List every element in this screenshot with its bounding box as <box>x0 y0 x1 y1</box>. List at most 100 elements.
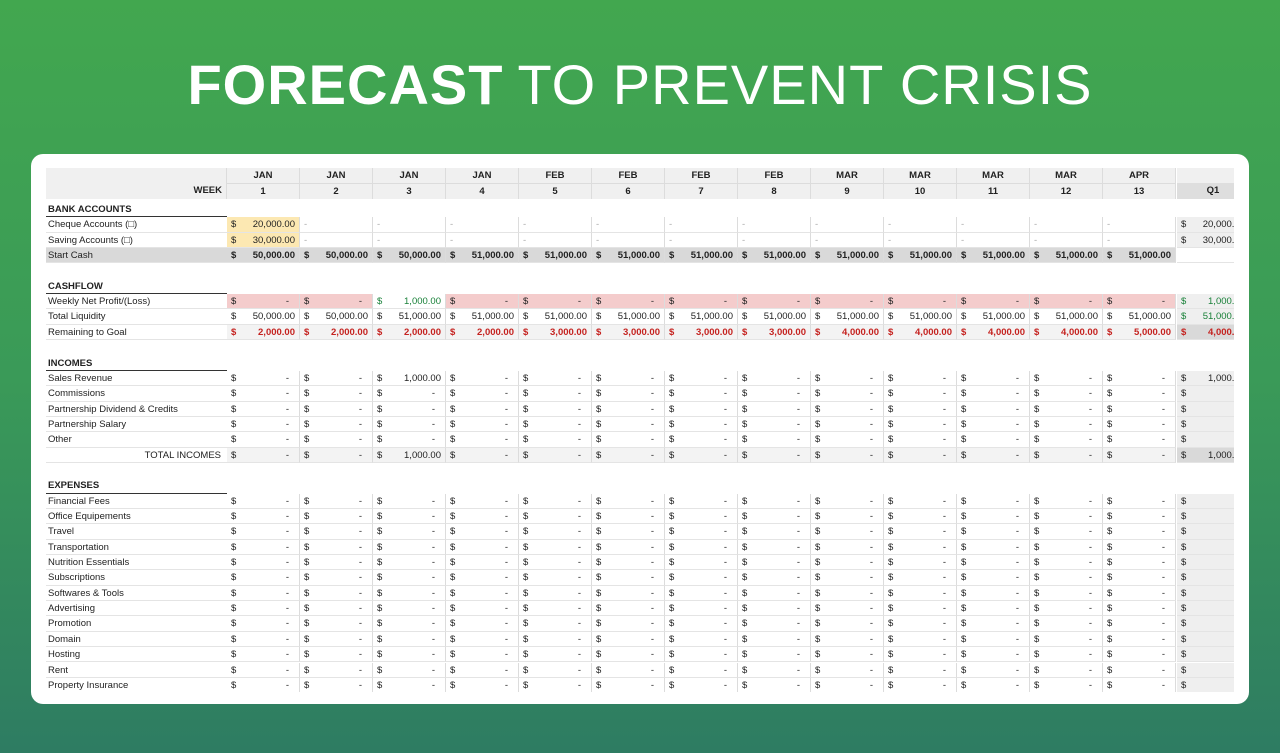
currency: $ <box>377 526 383 538</box>
cell-value: - <box>358 449 362 461</box>
cell: $- <box>884 662 957 678</box>
cell-value: - <box>577 296 581 308</box>
cell-value: - <box>723 633 727 645</box>
currency: $ <box>304 511 310 522</box>
cell: $51,000.00 <box>738 309 811 325</box>
cell-value: - <box>358 649 362 661</box>
cell: $- <box>300 616 373 632</box>
currency: $ <box>596 388 602 400</box>
cell: $- <box>519 524 592 540</box>
currency: $ <box>596 587 602 599</box>
week-header: 3 <box>373 183 446 199</box>
currency: $ <box>961 557 967 569</box>
cell-value: - <box>1015 296 1019 308</box>
cell: $- <box>592 509 665 525</box>
cell-value: - <box>1015 495 1019 507</box>
currency: $ <box>596 633 602 645</box>
cell: $- <box>1103 555 1176 571</box>
cell: $- <box>519 294 592 310</box>
week-header: 10 <box>884 183 957 199</box>
cell: - <box>738 232 811 249</box>
currency: $ <box>596 403 602 415</box>
currency: $ <box>742 403 748 415</box>
cell: $- <box>738 509 811 525</box>
cell: $- <box>957 416 1030 433</box>
cell: $- <box>1030 432 1103 448</box>
cell: - <box>300 217 373 233</box>
cell-value: - <box>796 572 800 584</box>
row-label: Other <box>46 432 227 448</box>
cell: $- <box>957 585 1030 602</box>
row-label: Property Insurance <box>46 678 227 692</box>
cell-value: - <box>431 587 435 599</box>
cell-value: - <box>942 296 946 308</box>
cell-value: 2,000.00 <box>331 326 368 338</box>
cell: - <box>884 232 957 249</box>
cell: $- <box>665 662 738 678</box>
cell-value: - <box>1015 572 1019 584</box>
cell-value: - <box>504 633 508 645</box>
currency: $ <box>523 633 529 645</box>
cell-value: - <box>942 679 946 691</box>
currency: $ <box>961 403 967 415</box>
currency: $ <box>1107 541 1113 553</box>
cell-value: 20,000.00 <box>1202 219 1234 231</box>
cell-value: - <box>285 603 289 615</box>
cell: $3,000.00 <box>519 324 592 341</box>
currency: $ <box>961 418 967 430</box>
cell: $- <box>446 524 519 540</box>
cell-value: 51,000.00 <box>471 250 514 262</box>
cell-value: - <box>942 403 946 415</box>
cell-value: - <box>650 649 654 661</box>
currency: $ <box>1034 603 1040 615</box>
cell: $- <box>373 601 446 617</box>
cell: $- <box>738 585 811 602</box>
cell-value: - <box>796 434 800 446</box>
cell: $- <box>1030 493 1103 509</box>
cell-value: 51,000.00 <box>1128 250 1171 262</box>
cell: $20,000.00 <box>1177 217 1234 233</box>
cell: $- <box>957 447 1030 463</box>
currency: $ <box>1107 618 1113 630</box>
currency: $ <box>888 418 894 430</box>
currency: $ <box>231 541 237 553</box>
cell: $1,000.00 <box>373 447 446 463</box>
cell-value: - <box>942 587 946 599</box>
cell-value: - <box>796 587 800 599</box>
cell-value: - <box>1015 388 1019 400</box>
row-label: Total Liquidity <box>46 309 227 325</box>
currency: $ <box>304 449 310 461</box>
cell-value: - <box>1088 434 1092 446</box>
cell-value: - <box>1161 633 1165 645</box>
currency: $ <box>961 434 967 446</box>
cell: $- <box>884 370 957 387</box>
cell-value: - <box>285 296 289 308</box>
cell-value: - <box>723 296 727 308</box>
cell: $- <box>811 370 884 387</box>
cell-value: - <box>650 541 654 553</box>
cell-value: - <box>1088 526 1092 538</box>
currency: $ <box>450 403 456 415</box>
currency: $ <box>523 603 529 615</box>
cell: $4,000.00 <box>957 324 1030 341</box>
cell: $- <box>1103 570 1176 586</box>
currency: $ <box>450 587 456 599</box>
cell-value: - <box>723 434 727 446</box>
cell: $- <box>1030 386 1103 402</box>
cell-value: - <box>1161 449 1165 461</box>
currency: $ <box>1034 418 1040 430</box>
currency: $ <box>1034 557 1040 569</box>
cell: $- <box>884 524 957 540</box>
cell-value: 4,000.00 <box>988 326 1025 338</box>
cell-value: - <box>942 541 946 553</box>
cell: $- <box>884 401 957 417</box>
cell-value: 50,000.00 <box>325 311 368 323</box>
currency: $ <box>1107 557 1113 569</box>
currency: $ <box>888 449 894 461</box>
cell: $- <box>300 294 373 310</box>
row-label: Advertising <box>46 601 227 617</box>
currency: $ <box>450 326 456 338</box>
cell-value: - <box>1161 618 1165 630</box>
cell-value: 51,000.00 <box>909 250 952 262</box>
cell: $3,000.00 <box>592 324 665 341</box>
